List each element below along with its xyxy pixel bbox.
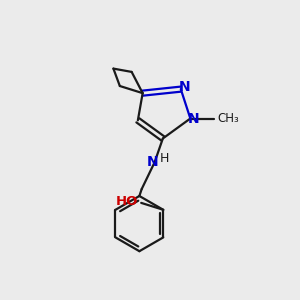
Text: H: H <box>160 152 169 165</box>
Text: CH₃: CH₃ <box>218 112 239 125</box>
Text: HO: HO <box>116 196 138 208</box>
Text: N: N <box>188 112 200 126</box>
Text: N: N <box>179 80 190 94</box>
Text: N: N <box>147 155 158 170</box>
